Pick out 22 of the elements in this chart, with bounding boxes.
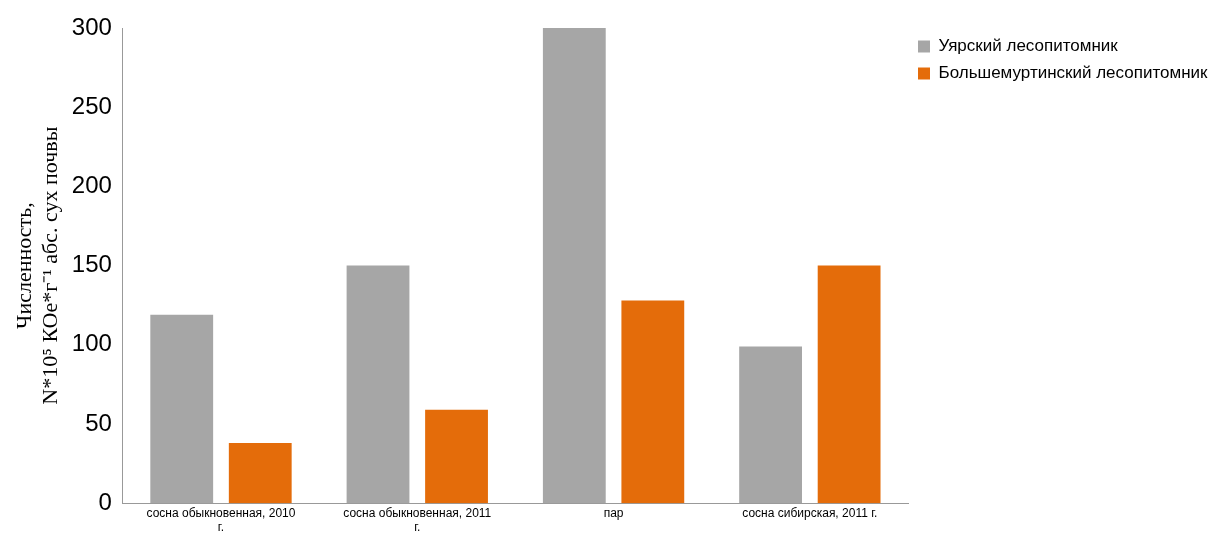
y-axis-title: Численность, N*10⁵ КОе*г⁻¹ абс. сух почвы xyxy=(10,126,63,405)
y-tick-label: 0 xyxy=(98,487,112,515)
bar xyxy=(542,28,606,504)
legend-label: Уярский лесопитомник xyxy=(938,36,1119,56)
bar xyxy=(739,346,802,504)
y-tick-label: 200 xyxy=(71,171,112,199)
x-tick-label: пар xyxy=(603,505,624,520)
bar xyxy=(817,265,881,504)
y-tick-label: 250 xyxy=(71,91,112,119)
x-tick-label: сосна обыкновенная, 2011 г. xyxy=(343,505,492,535)
bar xyxy=(425,409,488,504)
y-tick-label: 300 xyxy=(71,12,112,40)
x-tick-label: сосна обыкновенная, 2010 г. xyxy=(146,505,296,535)
y-tick-label: 150 xyxy=(71,250,112,278)
bar xyxy=(621,300,685,504)
bar xyxy=(228,443,292,504)
legend-label: Большемуртинский лесопитомник xyxy=(938,63,1209,83)
x-tick-label: сосна сибирская, 2011 г. xyxy=(742,505,878,520)
y-tick-label: 50 xyxy=(85,408,112,436)
bar xyxy=(150,314,214,504)
bar xyxy=(346,265,410,504)
y-tick-label: 100 xyxy=(71,329,112,357)
